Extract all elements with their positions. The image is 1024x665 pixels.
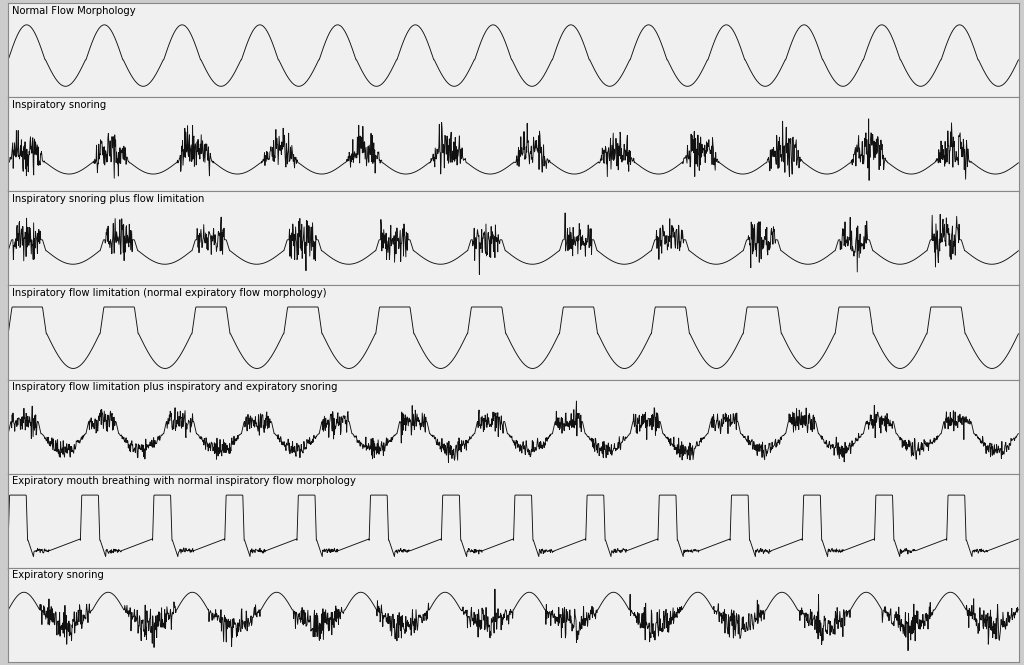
Text: Inspiratory snoring: Inspiratory snoring [12,100,106,110]
Text: Inspiratory flow limitation (normal expiratory flow morphology): Inspiratory flow limitation (normal expi… [12,289,327,299]
Text: Expiratory mouth breathing with normal inspiratory flow morphology: Expiratory mouth breathing with normal i… [12,476,356,486]
Text: Inspiratory flow limitation plus inspiratory and expiratory snoring: Inspiratory flow limitation plus inspira… [12,382,338,392]
Text: Normal Flow Morphology: Normal Flow Morphology [12,6,136,16]
Text: Inspiratory snoring plus flow limitation: Inspiratory snoring plus flow limitation [12,194,205,204]
Text: Expiratory snoring: Expiratory snoring [12,571,104,581]
